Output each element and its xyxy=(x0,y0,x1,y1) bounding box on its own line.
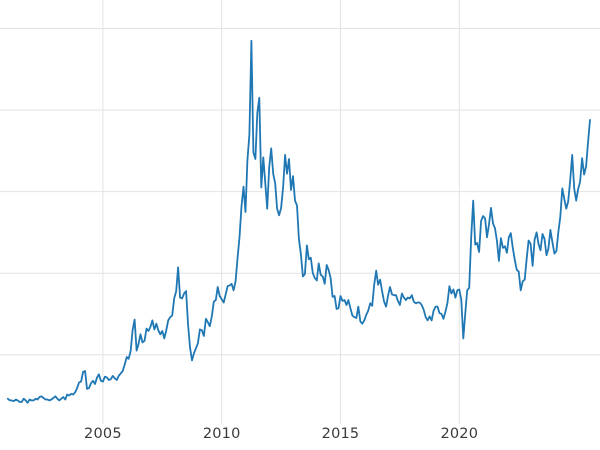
gridlines xyxy=(0,0,600,424)
x-axis-tick-label: 2010 xyxy=(202,426,241,442)
x-axis-tick-label: 2020 xyxy=(440,426,479,442)
x-axis-tick-label: 2015 xyxy=(321,426,360,442)
price-line-silver-spot-price-usd-per-oz xyxy=(6,39,591,404)
x-axis-tick-label: 2005 xyxy=(84,426,122,442)
line-series-group xyxy=(6,39,591,404)
